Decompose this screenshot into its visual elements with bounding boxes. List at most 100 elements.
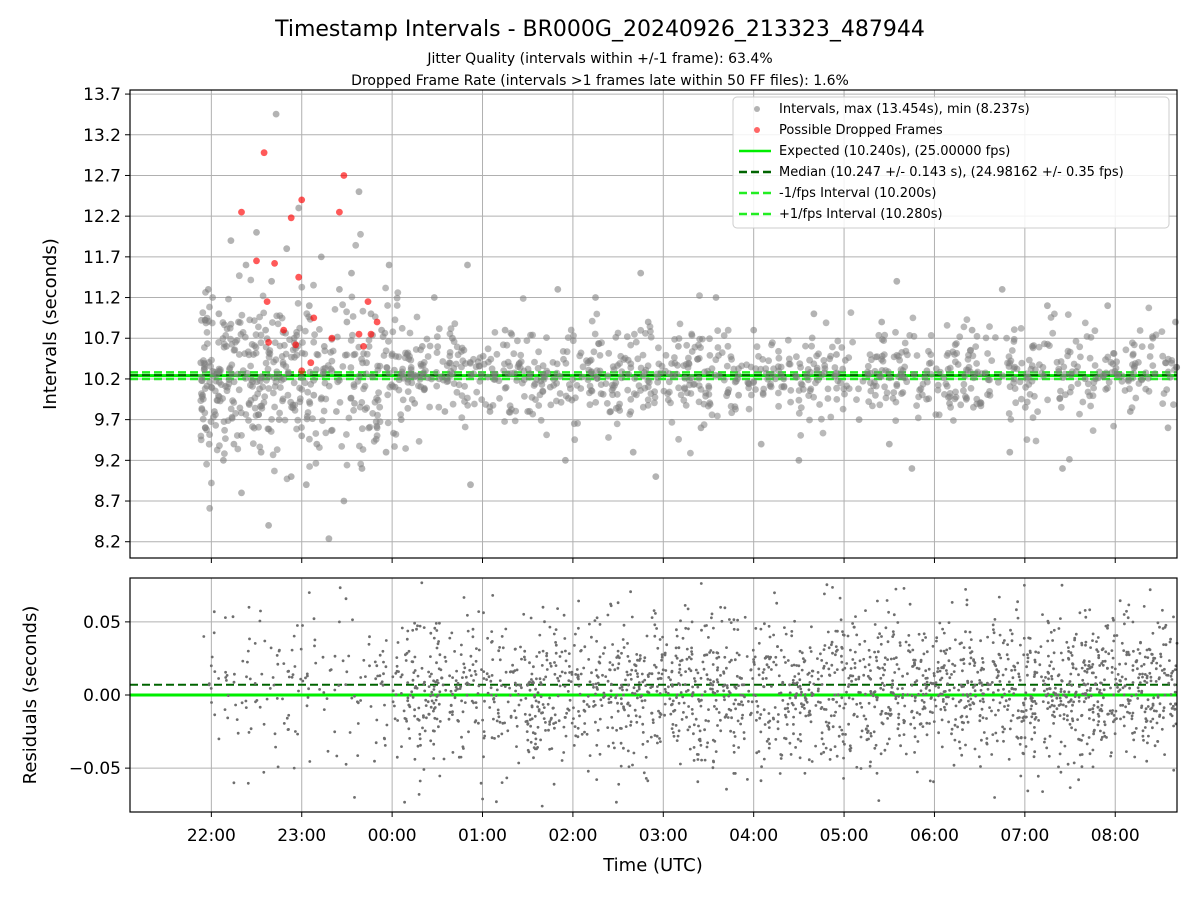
residual-point [1045,746,1049,750]
residual-point [675,634,679,638]
residual-point [696,685,700,689]
interval-point [564,334,572,341]
residual-point [495,719,499,723]
interval-point [296,395,304,403]
interval-point [446,371,454,379]
residual-point [725,646,728,649]
residual-point [517,703,521,707]
residual-point [868,655,872,659]
residual-point [1096,650,1100,653]
residual-point [1033,726,1036,729]
interval-point [232,410,240,417]
residual-point [486,691,490,695]
interval-point [697,386,705,393]
interval-point [252,331,260,339]
interval-point [392,430,400,438]
residual-point [960,753,964,757]
residual-point [1102,731,1106,735]
residual-point [699,743,703,747]
residual-point [945,648,949,652]
residual-point [986,687,990,691]
residual-point [468,668,472,672]
residual-point [535,677,538,681]
residual-point [1001,730,1005,734]
interval-point [787,387,795,394]
interval-point [247,381,254,389]
interval-point [1104,353,1112,361]
residual-point [897,716,900,720]
residual-point [880,635,883,638]
interval-point [385,337,392,345]
residual-point [523,658,527,661]
residual-point [886,658,889,661]
residual-point [1126,698,1130,701]
residual-point [382,660,385,664]
interval-point [447,325,455,333]
residual-point [1006,704,1010,707]
residual-point [433,626,437,630]
residual-point [913,658,917,662]
interval-point [391,366,398,374]
residual-point [411,678,415,682]
residual-point [1048,734,1052,738]
interval-point [695,398,703,406]
residual-point-21 [978,679,982,682]
residual-point [380,680,384,684]
interval-point [348,293,356,301]
residual-point [1157,677,1161,681]
interval-point [853,396,860,403]
interval-point [293,425,300,433]
residual-point [1111,709,1114,712]
residual-point [1151,717,1155,721]
residual-point [703,624,707,628]
residual-point [1052,651,1056,655]
residual-point [451,676,454,679]
residual-point [712,626,715,630]
residual-point [413,621,416,625]
residual-point [732,750,736,754]
residual-point [886,717,889,720]
residual-point [647,691,651,695]
residual-point [663,652,667,656]
residual-point [1068,786,1072,789]
interval-point-40 [348,269,355,277]
residual-point [1100,735,1104,739]
residual-point [1086,682,1090,686]
residual-point [1022,703,1026,707]
dropped-point-12 [307,359,315,367]
interval-point [787,398,794,406]
interval-point [611,382,618,389]
residual-point [733,772,737,775]
interval-point [1130,369,1137,377]
residual-point [992,631,996,635]
interval-point [1114,371,1121,378]
residual-point [471,663,475,666]
residual-point [548,696,551,700]
residual-point [641,680,645,684]
interval-point [543,367,551,375]
residual-point [1005,653,1009,657]
residual-point [820,659,824,662]
interval-point [604,372,612,380]
residual-point [570,670,574,674]
residual-point [916,740,920,743]
interval-point [471,400,478,408]
residual-point [1070,709,1073,713]
residual-point [713,739,717,743]
top-ytick-label-7: 11.7 [83,248,121,268]
interval-point [446,359,454,367]
residual-point [564,659,568,663]
residual-point [405,719,408,723]
residual-point [970,680,973,684]
dropped-point-19 [364,298,372,305]
residual-point [855,702,859,706]
interval-point [1059,374,1067,381]
interval-point [964,356,972,363]
residual-point [857,677,861,681]
residual-point [1071,645,1075,648]
interval-point [886,374,894,382]
residual-point [1141,734,1145,738]
residual-point [1018,742,1022,746]
residual-point [913,751,916,754]
residual-point [740,716,744,720]
